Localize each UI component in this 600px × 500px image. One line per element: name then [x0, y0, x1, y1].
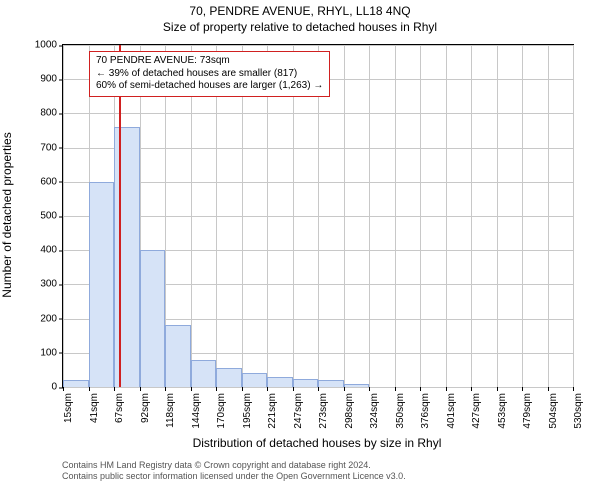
x-tick-label: 195sqm [242, 387, 253, 429]
x-tick-label: 479sqm [522, 387, 533, 429]
gridline-v [522, 45, 523, 387]
chart-container: 70, PENDRE AVENUE, RHYL, LL18 4NQ Size o… [0, 0, 600, 500]
histogram-bar [344, 384, 370, 387]
y-tick-label: 900 [40, 74, 63, 85]
x-tick-label: 453sqm [497, 387, 508, 429]
plot-area: 0100200300400500600700800900100015sqm41s… [62, 44, 574, 388]
x-axis-label: Distribution of detached houses by size … [62, 436, 572, 450]
x-tick-label: 350sqm [395, 387, 406, 429]
gridline-v [369, 45, 370, 387]
y-tick-label: 400 [40, 245, 63, 256]
x-tick-label: 298sqm [344, 387, 355, 429]
gridline-v [497, 45, 498, 387]
annotation-line: 60% of semi-detached houses are larger (… [96, 80, 323, 93]
gridline-v [63, 45, 64, 387]
x-tick-label: 144sqm [191, 387, 202, 429]
gridline-v [548, 45, 549, 387]
y-tick-label: 0 [51, 382, 63, 393]
gridline-v [395, 45, 396, 387]
footnote-line-1: Contains HM Land Registry data © Crown c… [62, 460, 406, 471]
gridline-v [446, 45, 447, 387]
y-tick-label: 800 [40, 108, 63, 119]
x-tick-label: 530sqm [573, 387, 584, 429]
x-tick-label: 427sqm [471, 387, 482, 429]
x-tick-label: 118sqm [165, 387, 176, 428]
histogram-bar [293, 379, 319, 387]
y-tick-label: 600 [40, 176, 63, 187]
histogram-bar [63, 380, 89, 387]
y-tick-label: 1000 [35, 40, 63, 51]
x-tick-label: 92sqm [140, 387, 151, 423]
y-tick-label: 200 [40, 313, 63, 324]
histogram-bar [242, 373, 268, 387]
y-tick-label: 700 [40, 142, 63, 153]
histogram-bar [89, 182, 115, 387]
annotation-box: 70 PENDRE AVENUE: 73sqm← 39% of detached… [89, 51, 330, 97]
x-tick-label: 15sqm [63, 387, 74, 423]
histogram-bar [216, 368, 242, 387]
x-tick-label: 324sqm [369, 387, 380, 429]
y-axis-label: Number of detached properties [0, 132, 14, 297]
gridline-v [471, 45, 472, 387]
annotation-line: 70 PENDRE AVENUE: 73sqm [96, 55, 323, 68]
footnote-line-2: Contains public sector information licen… [62, 471, 406, 482]
chart-title-address: 70, PENDRE AVENUE, RHYL, LL18 4NQ [0, 4, 600, 18]
gridline-v [344, 45, 345, 387]
x-tick-label: 170sqm [216, 387, 227, 429]
x-tick-label: 401sqm [446, 387, 457, 429]
gridline-v [573, 45, 574, 387]
x-tick-label: 221sqm [267, 387, 278, 429]
y-tick-label: 500 [40, 211, 63, 222]
histogram-bar [140, 250, 166, 387]
x-tick-label: 273sqm [318, 387, 329, 429]
gridline-v [420, 45, 421, 387]
histogram-bar [267, 377, 293, 387]
x-tick-label: 247sqm [293, 387, 304, 429]
histogram-bar [191, 360, 217, 387]
x-tick-label: 376sqm [420, 387, 431, 429]
histogram-bar [318, 380, 344, 387]
histogram-bar [114, 127, 140, 387]
y-tick-label: 300 [40, 279, 63, 290]
x-tick-label: 41sqm [89, 387, 100, 423]
annotation-line: ← 39% of detached houses are smaller (81… [96, 68, 323, 81]
x-tick-label: 67sqm [114, 387, 125, 423]
histogram-bar [165, 325, 191, 387]
y-tick-label: 100 [40, 347, 63, 358]
x-tick-label: 504sqm [548, 387, 559, 429]
chart-subtitle: Size of property relative to detached ho… [0, 20, 600, 34]
